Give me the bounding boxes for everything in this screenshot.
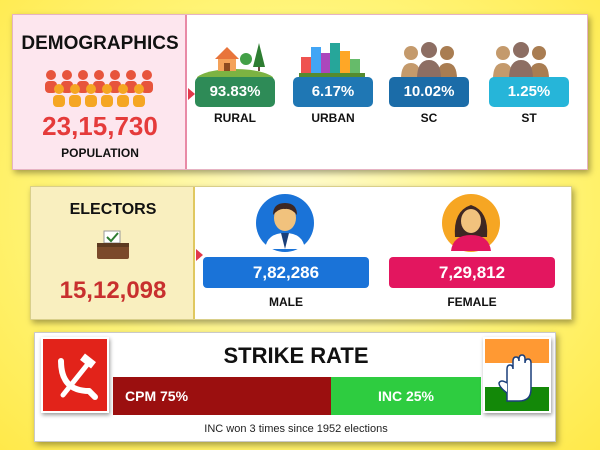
inc-share-bar: INC 25%: [331, 377, 481, 415]
people-group-icon: [493, 42, 549, 79]
strike-rate-note: INC won 3 times since 1952 elections: [204, 423, 388, 435]
inc-flag-hand-icon: [485, 339, 549, 411]
electors-summary: ELECTORS 15,12,098: [31, 187, 195, 319]
demographics-title: DEMOGRAPHICS: [21, 33, 179, 54]
sc-label: SC: [420, 111, 438, 125]
male-electors: 7,82,286: [203, 257, 369, 288]
strike-rate-bar: CPM 75% INC 25%: [113, 377, 481, 415]
demographics-panel: DEMOGRAPHICS: [12, 14, 588, 170]
female-electors: 7,29,812: [389, 257, 555, 288]
st-label: ST: [521, 111, 537, 125]
population-icon: [45, 70, 153, 107]
pointer-arrow-icon: [188, 88, 195, 100]
sc-stat: 10.02%: [389, 77, 469, 107]
female-avatar-icon: [442, 194, 500, 252]
inc-logo: [483, 337, 551, 413]
electors-panel: ELECTORS 15,12,098 7,82,286 7,29,812: [30, 186, 572, 320]
demographics-summary: DEMOGRAPHICS: [13, 15, 187, 169]
population-value: 23,15,730: [42, 111, 158, 141]
male-label: MALE: [269, 295, 303, 309]
st-stat: 1.25%: [489, 77, 569, 107]
ballot-box-icon: [97, 230, 129, 259]
rural-label: RURAL: [214, 111, 256, 125]
hammer-sickle-icon: [58, 353, 98, 400]
rural-icon: [197, 43, 273, 79]
female-label: FEMALE: [447, 295, 497, 309]
strike-rate-panel: STRIKE RATE CPM 75% INC 25% INC won 3 ti…: [34, 332, 556, 442]
urban-label: URBAN: [311, 111, 355, 125]
electors-title: ELECTORS: [69, 201, 157, 218]
electors-total: 15,12,098: [59, 277, 167, 304]
population-label: POPULATION: [61, 146, 139, 160]
rural-stat: 93.83%: [195, 77, 275, 107]
urban-stat: 6.17%: [293, 77, 373, 107]
city-icon: [299, 43, 365, 79]
strike-rate-title: STRIKE RATE: [223, 343, 369, 368]
cpm-logo: [41, 337, 109, 413]
male-avatar-icon: [256, 194, 314, 252]
people-group-icon: [401, 42, 457, 79]
pointer-arrow-icon: [196, 249, 203, 261]
